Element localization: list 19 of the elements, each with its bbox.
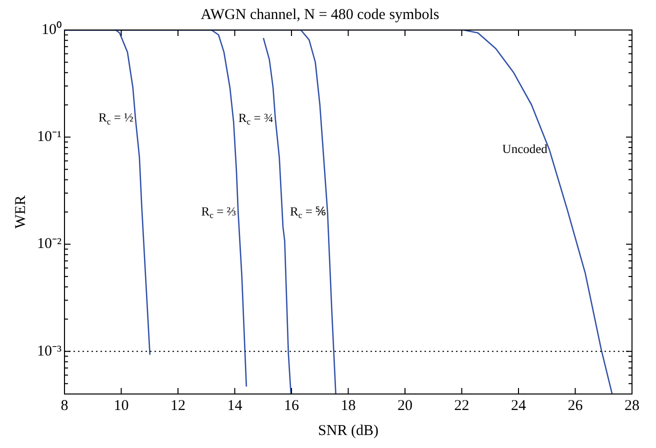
chart-title: AWGN channel, N = 480 code symbols (200, 6, 440, 23)
x-tick-label: 10 (114, 398, 129, 414)
x-tick-label: 26 (568, 398, 584, 414)
x-tick-label: 28 (624, 398, 640, 414)
x-tick-label: 22 (454, 398, 470, 414)
x-tick-label: 12 (170, 398, 186, 414)
x-tick-label: 8 (60, 398, 68, 414)
y-tick-label: 10⁰ (41, 20, 62, 38)
x-tick-label: 24 (511, 398, 526, 414)
y-tick-label: 10⁻³ (36, 343, 62, 360)
x-tick-label: 16 (284, 398, 300, 414)
x-tick-label: 18 (340, 398, 356, 414)
x-tick-label: 14 (227, 398, 243, 414)
x-tick-label: 20 (398, 398, 412, 414)
y-tick-label: 10⁻¹ (36, 129, 62, 146)
series-label: Uncoded (502, 142, 548, 156)
y-axis-title: WER (12, 195, 29, 229)
y-tick-label: 10⁻² (36, 236, 62, 252)
x-axis-title: SNR (dB) (318, 422, 378, 439)
